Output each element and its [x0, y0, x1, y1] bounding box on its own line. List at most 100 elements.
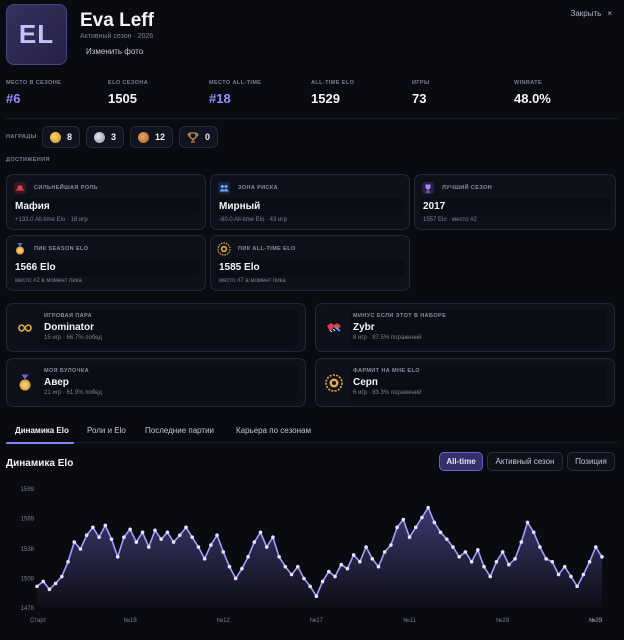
data-point[interactable] [476, 548, 480, 552]
data-point[interactable] [544, 557, 548, 561]
achievement-peak-alltime-elo[interactable]: ПИК ALL-TIME ELO 1585 Elo место #7 в мом… [210, 235, 410, 291]
data-point[interactable] [444, 537, 449, 541]
data-point[interactable] [91, 525, 95, 530]
data-point[interactable] [215, 533, 219, 538]
toggle-active-season[interactable]: Активный сезон [487, 452, 563, 471]
close-button[interactable]: Закрыть × [571, 9, 612, 18]
data-point[interactable] [600, 555, 604, 559]
data-point[interactable] [333, 574, 337, 579]
data-point[interactable] [233, 576, 238, 581]
award-bronze[interactable]: 12 [130, 126, 174, 148]
data-point[interactable] [569, 574, 573, 579]
data-point[interactable] [258, 530, 263, 535]
data-point[interactable] [531, 530, 536, 535]
data-point[interactable] [389, 543, 393, 547]
data-point[interactable] [494, 559, 499, 564]
data-point[interactable] [519, 540, 524, 544]
data-point[interactable] [538, 545, 542, 549]
achievement-peak-season-elo[interactable]: ПИК SEASON ELO 1566 Elo место #2 в момен… [6, 235, 206, 291]
data-point[interactable] [227, 564, 232, 569]
data-point[interactable] [364, 545, 368, 549]
data-point[interactable] [134, 540, 139, 544]
data-point[interactable] [115, 555, 120, 559]
achievement-strongest-role[interactable]: СИЛЬНЕЙШАЯ РОЛЬ Мафия +133.0 All-time El… [6, 174, 206, 230]
data-point[interactable] [314, 594, 319, 598]
data-point[interactable] [146, 545, 151, 549]
tab-elo-dynamics[interactable]: Динамика Elo [15, 426, 69, 435]
data-point[interactable] [283, 564, 288, 569]
achievement-risk-zone[interactable]: ЗОНА РИСКА Мирный -80.0 All-time Elo · 4… [210, 174, 410, 230]
award-gold[interactable]: 8 [42, 126, 81, 148]
data-point[interactable] [556, 572, 561, 577]
data-point[interactable] [593, 545, 598, 549]
award-silver[interactable]: 3 [86, 126, 125, 148]
toggle-all-time[interactable]: All-time [439, 452, 483, 471]
data-point[interactable] [209, 543, 213, 547]
data-point[interactable] [358, 559, 362, 564]
data-point[interactable] [264, 545, 269, 549]
data-point[interactable] [295, 564, 300, 569]
data-point[interactable] [190, 535, 195, 539]
data-point[interactable] [432, 520, 437, 525]
data-point[interactable] [581, 572, 586, 577]
data-point[interactable] [345, 566, 350, 571]
data-point[interactable] [66, 559, 70, 564]
data-point[interactable] [370, 557, 375, 561]
tab-season-career[interactable]: Карьера по сезонам [236, 426, 311, 435]
data-point[interactable] [97, 535, 101, 539]
data-point[interactable] [482, 564, 486, 569]
data-point[interactable] [41, 579, 46, 584]
data-point[interactable] [438, 530, 443, 535]
data-point[interactable] [202, 557, 207, 561]
data-point[interactable] [351, 553, 356, 557]
partner-card-minus[interactable]: МИНУС ЕСЛИ ЭТОТ В НАБОРЕ Zybr 8 игр · 87… [315, 303, 615, 352]
elo-chart[interactable]: 1478 1508 1538 1569 1599 Старт №19 №12 №17 №11 №2… [0, 478, 624, 640]
data-point[interactable] [413, 525, 418, 530]
data-point[interactable] [277, 555, 281, 559]
data-point[interactable] [196, 545, 201, 549]
data-point[interactable] [153, 528, 157, 533]
data-point[interactable] [420, 515, 424, 520]
data-point[interactable] [407, 535, 412, 539]
data-point[interactable] [327, 569, 331, 574]
data-point[interactable] [53, 581, 58, 586]
data-point[interactable] [246, 555, 250, 559]
data-point[interactable] [165, 530, 170, 535]
data-point[interactable] [513, 557, 517, 561]
data-point[interactable] [128, 527, 132, 532]
partner-card-pair[interactable]: ИГРОВАЯ ПАРА Dominator 15 игр · 66.7% по… [6, 303, 306, 352]
data-point[interactable] [320, 579, 325, 584]
data-point[interactable] [184, 525, 188, 530]
data-point[interactable] [60, 574, 64, 579]
data-point[interactable] [500, 550, 505, 554]
data-point[interactable] [451, 545, 455, 549]
data-point[interactable] [122, 535, 126, 539]
change-photo-button[interactable]: Изменить фото [86, 47, 144, 56]
toggle-position[interactable]: Позиция [567, 452, 615, 471]
data-point[interactable] [35, 584, 39, 589]
data-point[interactable] [72, 540, 77, 544]
data-point[interactable] [507, 562, 511, 567]
data-point[interactable] [469, 559, 474, 564]
data-point[interactable] [587, 559, 592, 564]
partner-card-bun[interactable]: МОЯ БУЛОЧКА Авер 21 игр · 61.9% побед [6, 358, 306, 407]
data-point[interactable] [525, 520, 530, 525]
data-point[interactable] [140, 530, 145, 535]
tab-roles-elo[interactable]: Роли и Elo [87, 426, 126, 435]
data-point[interactable] [178, 533, 182, 538]
avatar[interactable]: EL [6, 4, 67, 65]
partner-card-farm[interactable]: ФАРМИТ НА МНЕ ELO Серп 6 игр · 83.3% пор… [315, 358, 615, 407]
data-point[interactable] [302, 576, 306, 581]
data-point[interactable] [159, 537, 163, 541]
data-point[interactable] [109, 537, 114, 541]
data-point[interactable] [426, 505, 430, 510]
achievement-best-season[interactable]: ЛУЧШИЙ СЕЗОН 2017 1557 Elo · место #2 [414, 174, 616, 230]
data-point[interactable] [575, 584, 579, 589]
data-point[interactable] [488, 574, 493, 579]
data-point[interactable] [339, 562, 344, 567]
data-point[interactable] [457, 555, 461, 559]
data-point[interactable] [562, 564, 567, 569]
award-trophy[interactable]: 0 [179, 126, 219, 148]
data-point[interactable] [240, 566, 244, 571]
data-point[interactable] [78, 547, 83, 551]
